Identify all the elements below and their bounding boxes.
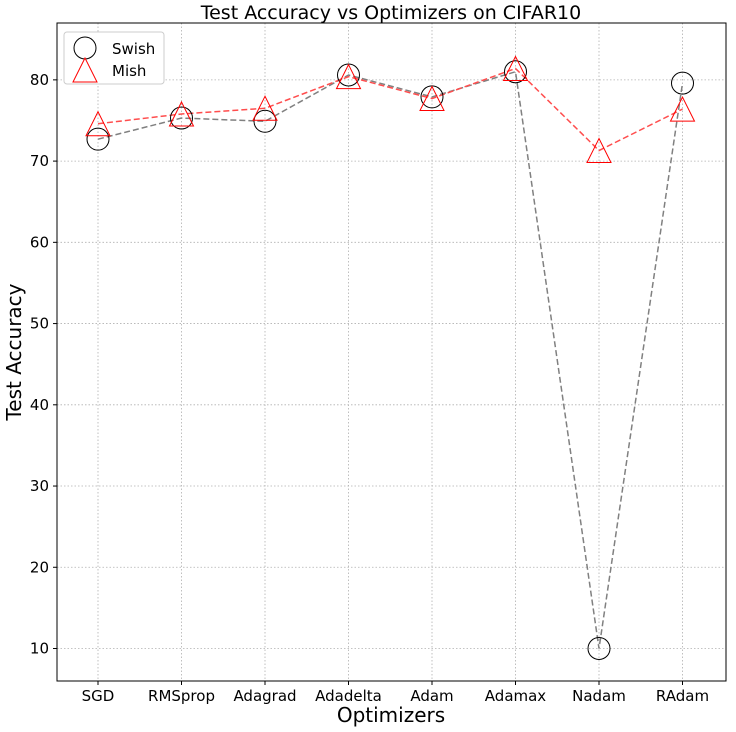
x-tick-label: RAdam: [656, 687, 709, 705]
swish-point: [587, 637, 611, 661]
y-tick-label: 30: [30, 477, 49, 495]
mish-point: [669, 95, 696, 122]
y-tick-label: 50: [30, 315, 49, 333]
swish-point: [671, 71, 694, 95]
x-tick-label: Adagrad: [233, 687, 296, 705]
swish-point: [170, 106, 193, 130]
y-tick-label: 40: [30, 396, 49, 414]
x-tick-label: SGD: [82, 687, 115, 705]
mish-point: [502, 55, 529, 81]
swish-point: [504, 60, 527, 84]
y-tick-label: 70: [30, 152, 49, 170]
y-tick-label: 80: [30, 71, 49, 89]
x-axis-title: Optimizers: [337, 703, 445, 727]
legend-box: [63, 31, 165, 85]
legend-swish-label: Swish: [112, 40, 155, 58]
chart-title: Test Accuracy vs Optimizers on CIFAR10: [200, 2, 582, 24]
series-lines: [97, 67, 684, 649]
y-axis-title: Test Accuracy: [2, 283, 26, 421]
x-axis-ticks: SGD RMSprop Adagrad Adadelta Adam Adamax Nadam…: [82, 681, 709, 705]
x-tick-label: Adadelta: [315, 687, 382, 705]
series-markers: [85, 55, 696, 661]
legend-mish-marker: [72, 56, 98, 83]
mish-point: [419, 85, 445, 112]
y-axis-ticks: 10 20 30 40 50 60 70 80: [30, 71, 57, 658]
mish-point: [335, 63, 362, 90]
mish-point: [168, 100, 195, 127]
mish-point: [586, 137, 612, 164]
legend-mish-label: Mish: [112, 62, 146, 80]
swish-point: [253, 109, 277, 133]
x-tick-label: Nadam: [572, 687, 626, 705]
plot-frame: [56, 22, 727, 682]
y-tick-label: 10: [30, 640, 49, 658]
x-tick-label: Adamax: [485, 687, 547, 705]
mish-line: [97, 67, 683, 152]
mish-point: [252, 95, 278, 121]
x-tick-label: Adam: [410, 687, 453, 705]
legend: Swish Mish: [63, 31, 165, 85]
grid: [57, 23, 726, 681]
mish-point: [85, 110, 111, 137]
y-tick-label: 60: [30, 233, 49, 251]
x-tick-label: RMSprop: [148, 687, 215, 705]
swish-point: [86, 127, 110, 151]
y-tick-label: 20: [30, 558, 49, 576]
swish-line: [97, 70, 684, 649]
plot-area: [57, 23, 726, 681]
